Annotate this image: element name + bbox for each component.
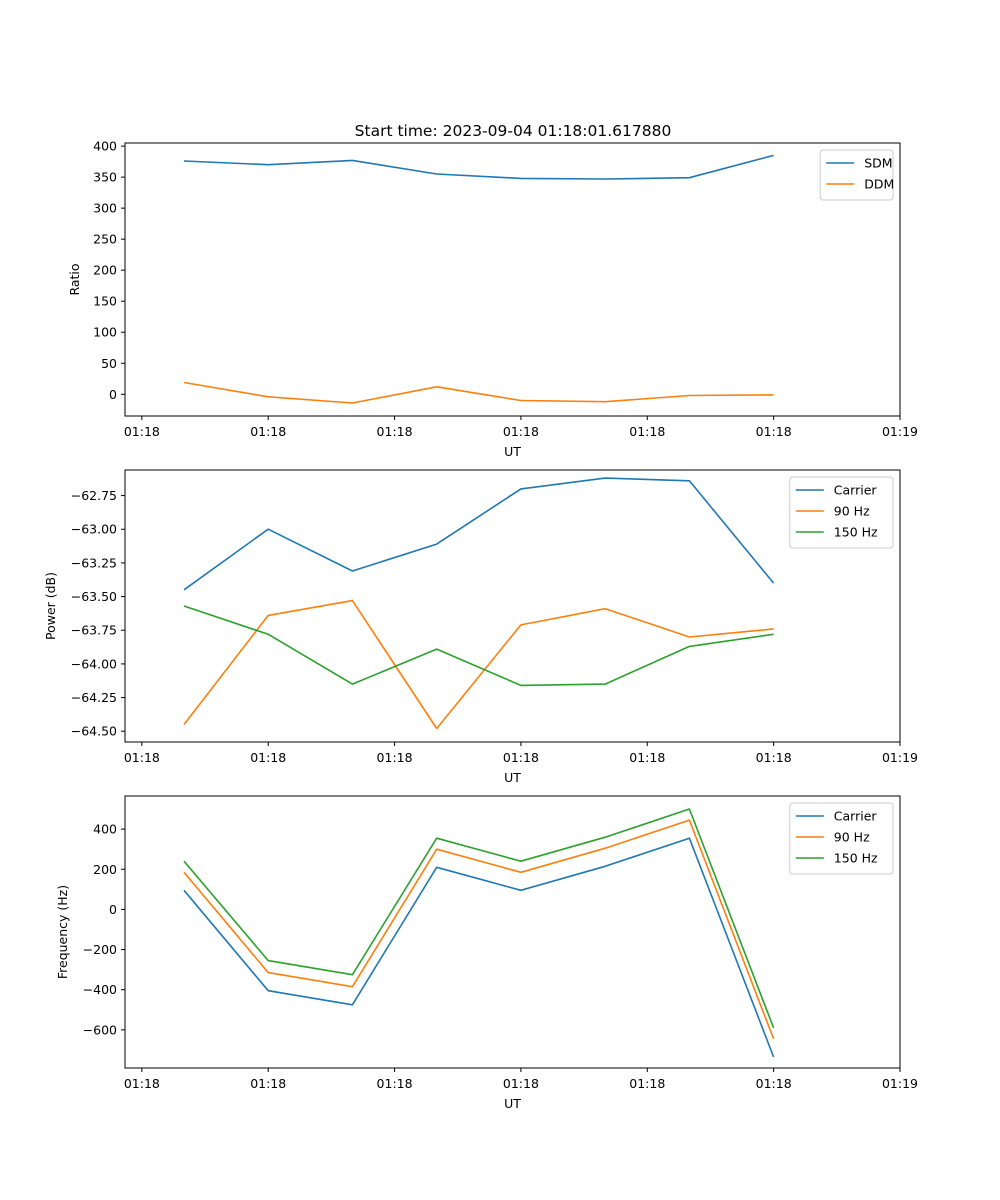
power-x-tick-label: 01:18 xyxy=(250,750,286,765)
power-x-tick-label: 01:19 xyxy=(882,750,918,765)
power-x-tick-label: 01:18 xyxy=(629,750,665,765)
frequency-legend-label: 150 Hz xyxy=(834,851,878,866)
power-series-150-hz xyxy=(183,605,774,687)
power-x-tick-label: 01:18 xyxy=(756,750,792,765)
ratio-panel: 01:18 01:18 01:18 01:18 01:18 01:18 01:19 0 50 10… xyxy=(67,139,918,459)
power-y-tick-label: −64.25 xyxy=(71,690,117,705)
ratio-x-tick-label: 01:19 xyxy=(882,424,918,439)
power-legend: Carrier 90 Hz 150 Hz xyxy=(789,476,894,549)
frequency-series-90-hz xyxy=(183,819,775,1040)
frequency-x-tick-label: 01:18 xyxy=(250,1076,286,1091)
power-y-axis-label: Power (dB) xyxy=(43,572,58,640)
ratio-x-tick-label: 01:18 xyxy=(250,424,286,439)
power-series-carrier xyxy=(183,477,775,591)
power-series-90-hz xyxy=(183,599,774,730)
frequency-y-tick-label: −600 xyxy=(83,1022,117,1037)
power-legend-box xyxy=(789,476,894,549)
frequency-axes-frame xyxy=(124,795,901,1069)
power-x-tick-label: 01:18 xyxy=(377,750,413,765)
frequency-x-tick-label: 01:18 xyxy=(124,1076,160,1091)
frequency-legend-label: Carrier xyxy=(834,809,878,824)
ratio-x-tick-label: 01:18 xyxy=(629,424,665,439)
power-legend-label: Carrier xyxy=(834,483,878,498)
frequency-x-tick-label: 01:18 xyxy=(503,1076,539,1091)
power-y-tick-label: −63.25 xyxy=(71,555,117,570)
frequency-panel: 01:18 01:18 01:18 01:18 01:18 01:18 01:19 −600 −… xyxy=(55,795,918,1111)
ratio-y-tick-label: 0 xyxy=(109,387,117,402)
power-legend-label: 150 Hz xyxy=(834,525,878,540)
power-legend-label: 90 Hz xyxy=(834,504,870,519)
ratio-y-tick-label: 400 xyxy=(93,139,117,154)
power-y-tick-label: −63.50 xyxy=(71,589,117,604)
ratio-x-axis-label: UT xyxy=(504,444,521,459)
power-x-tick-label: 01:18 xyxy=(124,750,160,765)
frequency-series-150-hz xyxy=(183,808,775,1029)
figure-title: Start time: 2023-09-04 01:18:01.617880 xyxy=(355,122,672,140)
power-y-tick-label: −64.50 xyxy=(71,724,117,739)
power-y-tick-label: −62.75 xyxy=(71,488,117,503)
ratio-x-tick-label: 01:18 xyxy=(377,424,413,439)
ratio-y-axis-label: Ratio xyxy=(67,263,82,295)
frequency-legend-label: 90 Hz xyxy=(834,830,870,845)
power-panel: 01:18 01:18 01:18 01:18 01:18 01:18 01:19 −64.5… xyxy=(43,469,918,785)
power-x-tick-label: 01:18 xyxy=(503,750,539,765)
power-x-axis-label: UT xyxy=(504,770,521,785)
ratio-x-tick-label: 01:18 xyxy=(756,424,792,439)
frequency-y-tick-label: 200 xyxy=(93,862,117,877)
ratio-y-tick-label: 200 xyxy=(93,263,117,278)
ratio-y-tick-label: 150 xyxy=(93,294,117,309)
ratio-y-tick-label: 350 xyxy=(93,170,117,185)
ratio-legend-label: DDM xyxy=(864,177,894,192)
power-y-tick-label: −63.00 xyxy=(71,522,117,537)
ratio-y-tick-label: 50 xyxy=(101,356,117,371)
ratio-axes-frame xyxy=(124,142,901,417)
frequency-y-tick-label: 0 xyxy=(109,902,117,917)
power-axes-frame xyxy=(124,469,901,743)
frequency-x-tick-label: 01:18 xyxy=(377,1076,413,1091)
frequency-y-tick-label: 400 xyxy=(93,822,117,837)
frequency-y-axis-label: Frequency (Hz) xyxy=(55,885,70,979)
ratio-x-tick-label: 01:18 xyxy=(503,424,539,439)
ratio-series-ddm xyxy=(183,381,774,404)
ratio-y-tick-label: 100 xyxy=(93,325,117,340)
frequency-x-tick-label: 01:18 xyxy=(756,1076,792,1091)
frequency-legend-box xyxy=(789,802,894,875)
ratio-series-sdm xyxy=(183,154,774,180)
frequency-x-axis-label: UT xyxy=(504,1096,521,1111)
ratio-legend-label: SDM xyxy=(864,156,892,171)
frequency-x-tick-label: 01:18 xyxy=(629,1076,665,1091)
frequency-x-tick-label: 01:19 xyxy=(882,1076,918,1091)
power-y-tick-label: −63.75 xyxy=(71,623,117,638)
ratio-x-tick-label: 01:18 xyxy=(124,424,160,439)
frequency-y-tick-label: −200 xyxy=(83,942,117,957)
frequency-legend: Carrier 90 Hz 150 Hz xyxy=(789,802,894,875)
frequency-y-tick-label: −400 xyxy=(83,982,117,997)
ratio-y-tick-label: 250 xyxy=(93,232,117,247)
ratio-y-tick-label: 300 xyxy=(93,201,117,216)
frequency-series-carrier xyxy=(183,837,775,1058)
power-y-tick-label: −64.00 xyxy=(71,656,117,671)
ratio-legend: SDM DDM xyxy=(819,149,894,201)
